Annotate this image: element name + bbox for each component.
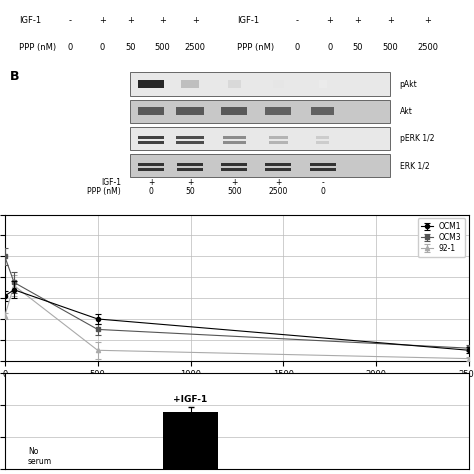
- Text: 2500: 2500: [417, 43, 438, 52]
- FancyBboxPatch shape: [138, 163, 164, 166]
- Text: IGF-1: IGF-1: [101, 178, 121, 187]
- Text: 0: 0: [67, 43, 73, 52]
- FancyBboxPatch shape: [273, 80, 283, 88]
- Text: 50: 50: [185, 187, 195, 196]
- FancyBboxPatch shape: [222, 136, 246, 139]
- FancyBboxPatch shape: [176, 107, 204, 115]
- Text: 0: 0: [320, 187, 325, 196]
- Text: +: +: [231, 178, 237, 187]
- FancyBboxPatch shape: [265, 168, 292, 171]
- Text: +: +: [327, 16, 333, 25]
- Text: No
serum: No serum: [28, 447, 52, 466]
- Text: ERK 1/2: ERK 1/2: [400, 161, 429, 170]
- Text: 0: 0: [295, 43, 300, 52]
- Text: -: -: [321, 178, 324, 187]
- Text: -: -: [68, 16, 71, 25]
- Text: +: +: [187, 178, 193, 187]
- Text: 2500: 2500: [269, 187, 288, 196]
- FancyBboxPatch shape: [138, 80, 164, 88]
- FancyBboxPatch shape: [319, 80, 327, 88]
- Text: B: B: [9, 70, 19, 83]
- FancyBboxPatch shape: [130, 154, 390, 177]
- Text: 50: 50: [353, 43, 363, 52]
- FancyBboxPatch shape: [316, 136, 329, 139]
- Text: pAkt: pAkt: [400, 80, 417, 89]
- FancyBboxPatch shape: [222, 141, 246, 144]
- FancyBboxPatch shape: [316, 141, 329, 144]
- FancyBboxPatch shape: [130, 127, 390, 150]
- Text: 0: 0: [148, 187, 154, 196]
- Text: PPP (nM): PPP (nM): [237, 43, 274, 52]
- FancyBboxPatch shape: [269, 136, 288, 139]
- FancyBboxPatch shape: [130, 73, 390, 96]
- Text: IGF-1: IGF-1: [18, 16, 41, 25]
- FancyBboxPatch shape: [265, 163, 292, 166]
- Text: 2500: 2500: [185, 43, 206, 52]
- FancyBboxPatch shape: [221, 168, 247, 171]
- FancyBboxPatch shape: [138, 168, 164, 171]
- FancyBboxPatch shape: [310, 163, 336, 166]
- FancyBboxPatch shape: [181, 80, 199, 88]
- FancyBboxPatch shape: [221, 163, 247, 166]
- X-axis label: PPP (nM): PPP (nM): [210, 385, 264, 395]
- Text: 0: 0: [327, 43, 333, 52]
- FancyBboxPatch shape: [177, 163, 203, 166]
- Text: 0: 0: [100, 43, 105, 52]
- FancyBboxPatch shape: [228, 80, 241, 88]
- FancyBboxPatch shape: [269, 141, 288, 144]
- Text: -: -: [296, 16, 299, 25]
- Text: +IGF-1: +IGF-1: [173, 395, 208, 404]
- FancyBboxPatch shape: [138, 107, 164, 115]
- FancyBboxPatch shape: [176, 141, 204, 144]
- Text: +: +: [424, 16, 431, 25]
- Text: PPP (nM): PPP (nM): [87, 187, 121, 196]
- Legend: OCM1, OCM3, 92-1: OCM1, OCM3, 92-1: [418, 219, 465, 257]
- Text: +: +: [355, 16, 361, 25]
- Text: PPP (nM): PPP (nM): [18, 43, 56, 52]
- FancyBboxPatch shape: [138, 141, 164, 144]
- Text: +: +: [148, 178, 154, 187]
- Text: +: +: [127, 16, 134, 25]
- Text: +: +: [275, 178, 282, 187]
- Text: 500: 500: [227, 187, 242, 196]
- Text: IGF-1: IGF-1: [237, 16, 259, 25]
- FancyBboxPatch shape: [221, 107, 247, 115]
- Text: Akt: Akt: [400, 107, 412, 116]
- Text: +: +: [159, 16, 166, 25]
- Text: +: +: [192, 16, 199, 25]
- FancyBboxPatch shape: [138, 136, 164, 139]
- Text: 50: 50: [125, 43, 136, 52]
- Text: 500: 500: [383, 43, 398, 52]
- FancyBboxPatch shape: [310, 168, 336, 171]
- Text: +: +: [99, 16, 106, 25]
- Text: +: +: [387, 16, 394, 25]
- FancyBboxPatch shape: [177, 168, 203, 171]
- FancyBboxPatch shape: [265, 107, 292, 115]
- Bar: [164, 411, 218, 474]
- Text: 500: 500: [155, 43, 171, 52]
- FancyBboxPatch shape: [130, 100, 390, 123]
- FancyBboxPatch shape: [311, 107, 334, 115]
- Text: pERK 1/2: pERK 1/2: [400, 134, 434, 143]
- FancyBboxPatch shape: [176, 136, 204, 139]
